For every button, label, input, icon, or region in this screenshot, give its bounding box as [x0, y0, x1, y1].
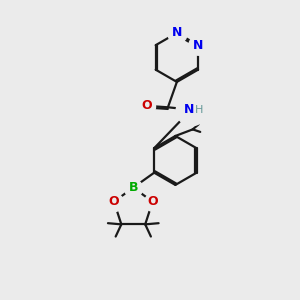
Text: N: N — [193, 39, 203, 52]
Text: H: H — [194, 105, 203, 115]
Text: O: O — [141, 99, 152, 112]
Text: O: O — [147, 195, 158, 208]
Text: N: N — [184, 103, 194, 116]
Text: B: B — [128, 181, 138, 194]
Text: O: O — [109, 195, 119, 208]
Text: N: N — [172, 26, 182, 39]
